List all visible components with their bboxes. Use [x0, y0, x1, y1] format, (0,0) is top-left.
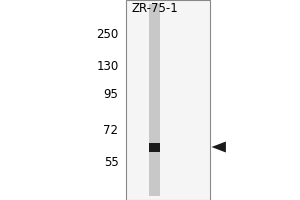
Text: ZR-75-1: ZR-75-1 — [131, 2, 178, 16]
Text: 130: 130 — [96, 60, 118, 73]
Text: 250: 250 — [96, 28, 118, 42]
Bar — [126, 0, 210, 200]
Text: 72: 72 — [103, 124, 118, 138]
Text: 95: 95 — [103, 88, 118, 102]
Bar — [149, 4, 160, 196]
Bar — [149, 142, 160, 152]
Text: 55: 55 — [104, 156, 119, 170]
Polygon shape — [212, 142, 226, 152]
